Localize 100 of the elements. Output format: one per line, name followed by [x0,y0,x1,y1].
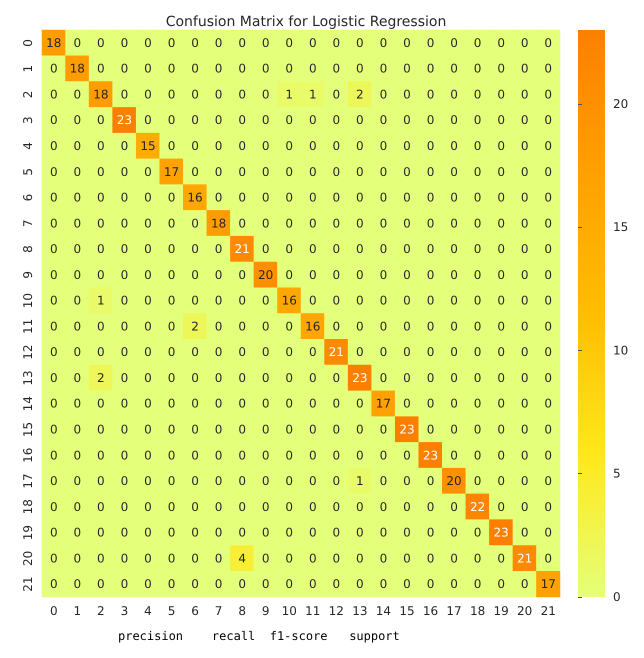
data-label: 0 [97,396,105,411]
data-label: 0 [403,474,411,488]
data-label: 0 [50,190,58,205]
data-label: 0 [262,62,270,76]
data-label: 0 [285,396,294,411]
data-label: 0 [403,216,411,230]
data-label: 15 [140,138,156,153]
data-label: 0 [380,87,388,102]
y-tick-label: 9 [21,271,35,279]
data-label: 0 [168,138,176,153]
data-label: 0 [308,448,317,462]
color-bar-label: 15 [613,220,628,234]
data-label: 0 [74,526,82,540]
data-label: 0 [191,422,199,436]
data-label: 0 [262,138,270,153]
data-label: 16 [282,294,297,308]
data-label: 0 [356,526,364,540]
x-tick-label: 18 [470,604,486,618]
data-label: 0 [144,422,152,436]
data-label: 0 [380,422,388,436]
data-label: 0 [426,526,434,540]
data-label: 0 [474,164,482,179]
data-label: 0 [144,345,152,360]
data-label: 0 [497,190,505,205]
data-label: 0 [544,138,552,153]
data-label: 0 [426,138,434,153]
data-label: 1 [356,474,364,488]
data-label: 0 [168,319,176,334]
data-label: 0 [50,113,58,128]
data-label: 0 [332,216,340,230]
data-label: 0 [380,190,388,205]
data-label: 0 [356,294,364,308]
data-label: 0 [97,62,105,76]
data-label: 0 [238,526,246,540]
data-label: 0 [380,319,388,334]
data-label: 0 [168,526,176,540]
data-label: 0 [144,164,152,179]
data-label: 0 [544,294,552,308]
chart-title: Confusion Matrix for Logistic Regression [166,14,446,30]
data-label: 23 [422,448,438,462]
data-label: 0 [144,113,152,128]
data-label: 21 [517,551,532,566]
data-label: 0 [262,113,270,128]
data-label: 0 [308,474,317,488]
data-label: 0 [262,319,270,334]
data-label: 0 [191,113,199,128]
data-label: 0 [450,268,458,282]
data-label: 0 [285,268,294,282]
x-tick-label: 8 [238,604,246,618]
data-label: 0 [191,370,199,385]
data-label: 17 [164,164,180,179]
data-label: 1 [97,294,105,308]
data-label: 0 [544,474,552,488]
data-label: 0 [332,190,340,205]
data-label: 0 [214,242,222,256]
data-label: 0 [74,87,82,102]
data-label: 0 [332,422,340,436]
data-label: 0 [426,36,434,50]
data-label: 0 [214,474,222,488]
data-label: 0 [450,448,458,462]
data-label: 0 [120,164,128,179]
data-label: 0 [497,216,505,230]
data-label: 18 [70,62,85,76]
data-label: 2 [191,319,199,334]
data-label: 0 [308,500,317,514]
data-label: 23 [399,422,415,436]
data-label: 0 [50,474,58,488]
data-label: 0 [426,62,434,76]
data-label: 0 [238,577,246,592]
data-label: 0 [50,216,58,230]
data-label: 0 [74,138,82,153]
data-label: 0 [544,268,552,282]
data-label: 0 [50,577,58,592]
data-label: 0 [403,87,411,102]
data-label: 0 [497,551,505,566]
data-label: 0 [544,242,552,256]
data-label: 0 [380,474,388,488]
data-label: 0 [74,113,82,128]
data-label: 0 [168,577,176,592]
data-label: 0 [120,500,128,514]
data-label: 0 [474,474,482,488]
data-label: 0 [214,36,222,50]
data-label: 0 [450,87,458,102]
data-label: 0 [285,216,294,230]
data-label: 0 [308,577,317,592]
data-label: 0 [285,36,294,50]
data-label: 0 [450,164,458,179]
data-label: 0 [238,422,246,436]
data-label: 0 [308,62,317,76]
data-label: 0 [214,448,222,462]
data-label: 0 [474,345,482,360]
data-label: 0 [97,216,105,230]
data-label: 0 [520,62,528,76]
data-label: 0 [168,268,176,282]
data-label: 0 [474,448,482,462]
data-label: 0 [238,36,246,50]
data-label: 0 [168,345,176,360]
data-label: 0 [144,216,152,230]
data-label: 0 [120,87,128,102]
data-label: 0 [544,319,552,334]
